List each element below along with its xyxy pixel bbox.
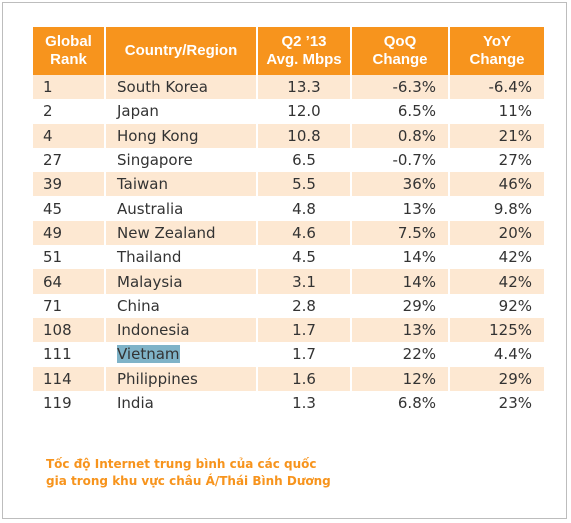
figure-caption: Tốc độ Internet trung bình của các quốc … <box>46 456 331 490</box>
internet-speed-table: Global Rank Country/Region Q2 ’13 Avg. Mbp… <box>33 27 544 416</box>
table-row: 71 China 2.8 29% 92% <box>33 293 544 318</box>
header-qoq-change: QoQ Change <box>351 27 450 75</box>
country-cell: Singapore <box>105 147 258 173</box>
speed-cell: 10.8 <box>257 123 352 148</box>
qoq-cell: 13% <box>351 196 450 221</box>
speed-cell: 4.6 <box>257 220 352 246</box>
country-cell: Australia <box>105 196 258 221</box>
speed-cell: 1.7 <box>257 317 352 343</box>
qoq-cell: 14% <box>351 269 450 294</box>
country-cell[interactable]: Vietnam <box>105 342 258 367</box>
qoq-cell: 12% <box>351 366 450 391</box>
yoy-cell: 9.8% <box>449 196 544 221</box>
rank-cell: 45 <box>33 196 106 221</box>
header-global-rank: Global Rank <box>33 27 106 75</box>
table-row: 49 New Zealand 4.6 7.5% 20% <box>33 220 544 246</box>
country-cell: South Korea <box>105 75 258 100</box>
speed-cell: 1.7 <box>257 342 352 367</box>
rank-cell: 49 <box>33 220 106 246</box>
rank-cell: 4 <box>33 123 106 148</box>
qoq-cell: 6.5% <box>351 99 450 124</box>
country-cell: New Zealand <box>105 220 258 246</box>
yoy-cell: 125% <box>449 317 544 343</box>
table-row: 2 Japan 12.0 6.5% 11% <box>33 99 544 124</box>
country-cell: Philippines <box>105 366 258 391</box>
country-cell: Malaysia <box>105 269 258 294</box>
table-row: 64 Malaysia 3.1 14% 42% <box>33 269 544 294</box>
rank-cell: 1 <box>33 75 106 100</box>
rank-cell: 64 <box>33 269 106 294</box>
speed-cell: 5.5 <box>257 172 352 197</box>
qoq-cell: 13% <box>351 317 450 343</box>
qoq-cell: 7.5% <box>351 220 450 246</box>
yoy-cell: 42% <box>449 245 544 270</box>
rank-cell: 39 <box>33 172 106 197</box>
rank-cell: 108 <box>33 317 106 343</box>
speed-cell: 3.1 <box>257 269 352 294</box>
qoq-cell: -6.3% <box>351 75 450 100</box>
speed-cell: 12.0 <box>257 99 352 124</box>
rank-cell: 114 <box>33 366 106 391</box>
yoy-cell: -6.4% <box>449 75 544 100</box>
yoy-cell: 46% <box>449 172 544 197</box>
yoy-cell: 20% <box>449 220 544 246</box>
table-header-row: Global Rank Country/Region Q2 ’13 Avg. Mbp… <box>33 27 544 75</box>
selected-country-text[interactable]: Vietnam <box>117 345 180 364</box>
table-row: 114 Philippines 1.6 12% 29% <box>33 366 544 391</box>
qoq-cell: 0.8% <box>351 123 450 148</box>
country-cell: Hong Kong <box>105 123 258 148</box>
table-row: 39 Taiwan 5.5 36% 46% <box>33 172 544 197</box>
qoq-cell: 36% <box>351 172 450 197</box>
header-yoy-change: YoY Change <box>449 27 544 75</box>
yoy-cell: 42% <box>449 269 544 294</box>
country-cell: Japan <box>105 99 258 124</box>
table-row: 27 Singapore 6.5 -0.7% 27% <box>33 147 544 173</box>
qoq-cell: 6.8% <box>351 390 450 416</box>
country-cell: India <box>105 390 258 416</box>
caption-line-1: Tốc độ Internet trung bình của các quốc <box>46 457 317 471</box>
speed-cell: 4.5 <box>257 245 352 270</box>
header-country-region: Country/Region <box>105 27 258 75</box>
yoy-cell: 4.4% <box>449 342 544 367</box>
table-row: 108 Indonesia 1.7 13% 125% <box>33 317 544 343</box>
rank-cell: 51 <box>33 245 106 270</box>
speed-cell: 13.3 <box>257 75 352 100</box>
table-row: 4 Hong Kong 10.8 0.8% 21% <box>33 123 544 148</box>
speed-cell: 1.3 <box>257 390 352 416</box>
speed-cell: 2.8 <box>257 293 352 318</box>
table-row: 51 Thailand 4.5 14% 42% <box>33 245 544 270</box>
yoy-cell: 92% <box>449 293 544 318</box>
country-cell: Indonesia <box>105 317 258 343</box>
yoy-cell: 23% <box>449 390 544 416</box>
country-cell: Thailand <box>105 245 258 270</box>
qoq-cell: 14% <box>351 245 450 270</box>
table-row: 45 Australia 4.8 13% 9.8% <box>33 196 544 221</box>
table-row: 1 South Korea 13.3 -6.3% -6.4% <box>33 75 544 100</box>
rank-cell: 119 <box>33 390 106 416</box>
yoy-cell: 21% <box>449 123 544 148</box>
rank-cell: 111 <box>33 342 106 367</box>
rank-cell: 71 <box>33 293 106 318</box>
rank-cell: 2 <box>33 99 106 124</box>
qoq-cell: 29% <box>351 293 450 318</box>
speed-cell: 6.5 <box>257 147 352 173</box>
qoq-cell: 22% <box>351 342 450 367</box>
country-cell: Taiwan <box>105 172 258 197</box>
qoq-cell: -0.7% <box>351 147 450 173</box>
caption-line-2: gia trong khu vực châu Á/Thái Bình Dương <box>46 474 331 488</box>
speed-cell: 1.6 <box>257 366 352 391</box>
speed-cell: 4.8 <box>257 196 352 221</box>
yoy-cell: 29% <box>449 366 544 391</box>
yoy-cell: 27% <box>449 147 544 173</box>
yoy-cell: 11% <box>449 99 544 124</box>
header-avg-mbps: Q2 ’13 Avg. Mbps <box>257 27 352 75</box>
table-row: 119 India 1.3 6.8% 23% <box>33 390 544 416</box>
rank-cell: 27 <box>33 147 106 173</box>
country-cell: China <box>105 293 258 318</box>
table-row: 111 Vietnam 1.7 22% 4.4% <box>33 342 544 367</box>
